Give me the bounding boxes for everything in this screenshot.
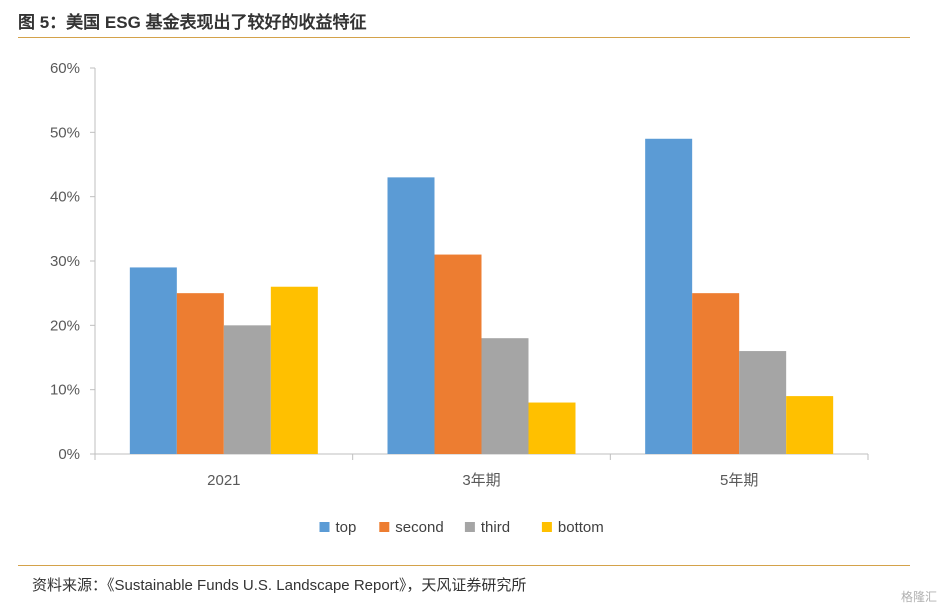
watermark-logo: 格隆汇 [900,590,937,604]
bar-second-0 [176,293,224,454]
bar-third-2 [739,351,787,454]
bar-third-1 [481,338,529,454]
legend-swatch-top [319,522,330,532]
bar-bottom-1 [528,402,576,454]
bars [129,138,834,454]
legend-label-bottom: bottom [558,519,604,536]
top-divider [18,37,910,38]
x-tick-label: 2021 [207,472,240,489]
bar-bottom-2 [786,396,834,454]
bar-top-0 [129,267,177,454]
bar-bottom-0 [270,286,318,454]
legend-swatch-third [464,522,475,532]
y-tick-label: 0% [58,446,80,463]
y-tick-label: 60% [50,60,80,77]
legend-swatch-bottom [541,522,552,532]
source-note: 资料来源：《Sustainable Funds U.S. Landscape R… [32,577,527,594]
y-tick-label: 20% [50,317,80,334]
legend-label-top: top [336,519,357,536]
chart-title: 图 5：美国 ESG 基金表现出了较好的收益特征 [18,13,367,32]
bar-top-2 [645,138,693,454]
y-tick-label: 10% [50,382,80,399]
bottom-divider [18,565,910,566]
y-tick-label: 50% [50,124,80,141]
bar-third-0 [223,325,271,454]
x-tick-label: 3年期 [462,472,500,489]
bar-chart: 0% 10% 20% 30% 40% 50% 60% 2021 3年期 5年期 top secon… [50,60,869,536]
y-tick-label: 40% [50,189,80,206]
legend-swatch-second [379,522,390,532]
legend-label-third: third [481,519,510,536]
x-axis: 2021 3年期 5年期 [94,453,869,489]
legend: top second third bottom [319,519,604,536]
bar-second-1 [434,254,482,454]
x-tick-label: 5年期 [720,472,758,489]
legend-label-second: second [395,519,443,536]
y-tick-label: 30% [50,253,80,270]
bar-second-2 [692,293,740,454]
y-axis: 0% 10% 20% 30% 40% 50% 60% [50,60,96,463]
bar-top-1 [387,177,435,454]
